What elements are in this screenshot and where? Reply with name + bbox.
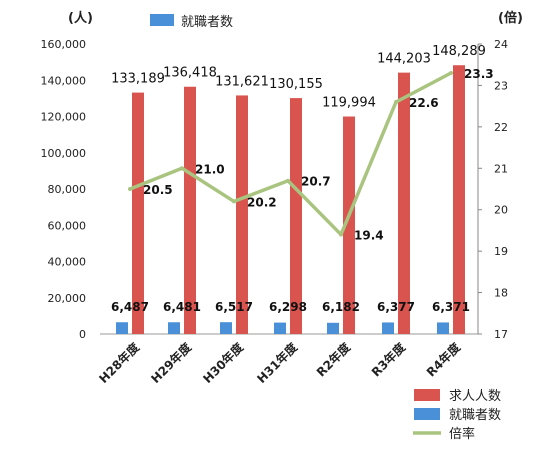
ratio-point: [449, 71, 453, 75]
y-right-tick-label: 18: [494, 287, 508, 300]
bar-就職者数: [220, 322, 232, 334]
legend-swatch-求人人数: [414, 389, 440, 401]
x-tick-label: R2年度: [313, 339, 354, 380]
bar-求人人数: [290, 98, 302, 335]
bar-label-就職者数: 6,487: [111, 300, 149, 314]
bar-求人人数: [236, 95, 248, 334]
bar-label-求人人数: 136,418: [163, 66, 217, 81]
bar-就職者数: [168, 322, 180, 334]
y-left-tick-label: 80,000: [48, 183, 87, 196]
bar-label-就職者数: 6,517: [215, 300, 253, 314]
bar-就職者数: [116, 322, 128, 334]
x-tick-label: H30年度: [200, 339, 247, 386]
y-left-tick-label: 140,000: [41, 74, 87, 87]
legend-label-就職者数: 就職者数: [449, 408, 501, 423]
x-tick-label: R4年度: [423, 339, 464, 380]
ratio-label: 21.0: [195, 162, 225, 176]
y-left-tick-label: 20,000: [48, 292, 87, 305]
y-right-tick-label: 19: [494, 245, 508, 258]
ratio-label: 22.6: [409, 96, 439, 110]
bar-就職者数: [274, 322, 286, 334]
y-right-tick-label: 24: [494, 38, 508, 51]
bar-label-求人人数: 119,994: [322, 96, 376, 111]
y-right-tick-label: 21: [494, 162, 508, 175]
ratio-label: 20.5: [143, 183, 173, 197]
x-tick-label: H28年度: [96, 339, 143, 386]
legend-label-求人人数: 求人人数: [449, 389, 501, 404]
x-tick-label: H31年度: [254, 339, 301, 386]
bar-就職者数: [327, 322, 339, 334]
bar-求人人数: [343, 116, 355, 335]
y-left-tick-label: 100,000: [41, 147, 87, 160]
legend-label-倍率: 倍率: [449, 426, 475, 442]
bars: [116, 65, 465, 335]
x-tick-label: R3年度: [368, 339, 409, 380]
bar-label-求人人数: 133,189: [111, 72, 165, 87]
ratio-label: 23.3: [464, 67, 494, 81]
ratio-point: [232, 199, 236, 204]
y-right-tick-label: 22: [494, 121, 508, 134]
y-left-tick-label: 0: [79, 328, 86, 341]
y-left-unit: (人): [68, 10, 93, 26]
legend-swatch-就職者数: [414, 408, 440, 420]
data-labels: 133,189 6,487 136,418 6,481 131,621 6,517 130,…: [111, 44, 494, 314]
bar-求人人数: [453, 65, 465, 334]
ratio-point: [128, 187, 132, 191]
bar-label-就職者数: 6,377: [377, 300, 415, 314]
bar-label-求人人数: 131,621: [215, 74, 269, 89]
bar-label-就職者数: 6,182: [322, 300, 360, 314]
y-left-tick-label: 120,000: [41, 111, 87, 124]
bar-label-就職者数: 6,298: [269, 300, 307, 314]
ratio-line: [128, 71, 453, 237]
y-left-tick-label: 60,000: [48, 219, 87, 232]
y-left-tick-label: 160,000: [41, 38, 87, 51]
bar-就職者数: [437, 322, 449, 334]
bar-就職者数: [382, 322, 394, 334]
ratio-point: [286, 178, 290, 183]
bar-label-求人人数: 144,203: [377, 52, 431, 67]
y-right-tick-label: 20: [494, 204, 508, 217]
bar-label-求人人数: 148,289: [432, 44, 486, 59]
y-right-tick-label: 23: [494, 79, 508, 92]
bar-求人人数: [398, 72, 410, 334]
y-left-tick-label: 40,000: [48, 256, 87, 269]
bar-label-就職者数: 6,481: [163, 300, 201, 314]
ratio-point: [394, 100, 398, 104]
ratio-label: 20.2: [247, 195, 277, 209]
ratio-label: 19.4: [354, 229, 384, 243]
bar-label-就職者数: 6,371: [432, 300, 470, 314]
bar-求人人数: [184, 86, 196, 335]
bar-求人人数: [132, 92, 144, 334]
ratio-point: [339, 232, 343, 237]
bar-label-求人人数: 130,155: [269, 77, 323, 92]
y-right-unit: (倍): [498, 10, 523, 26]
legend-top-label-就職者数: 就職者数: [181, 15, 233, 30]
y-right-tick-label: 17: [494, 328, 508, 341]
ratio-point: [180, 166, 184, 171]
legend-top-swatch-就職者数: [150, 14, 174, 26]
ratio-label: 20.7: [301, 175, 331, 189]
x-tick-label: H29年度: [148, 339, 195, 386]
